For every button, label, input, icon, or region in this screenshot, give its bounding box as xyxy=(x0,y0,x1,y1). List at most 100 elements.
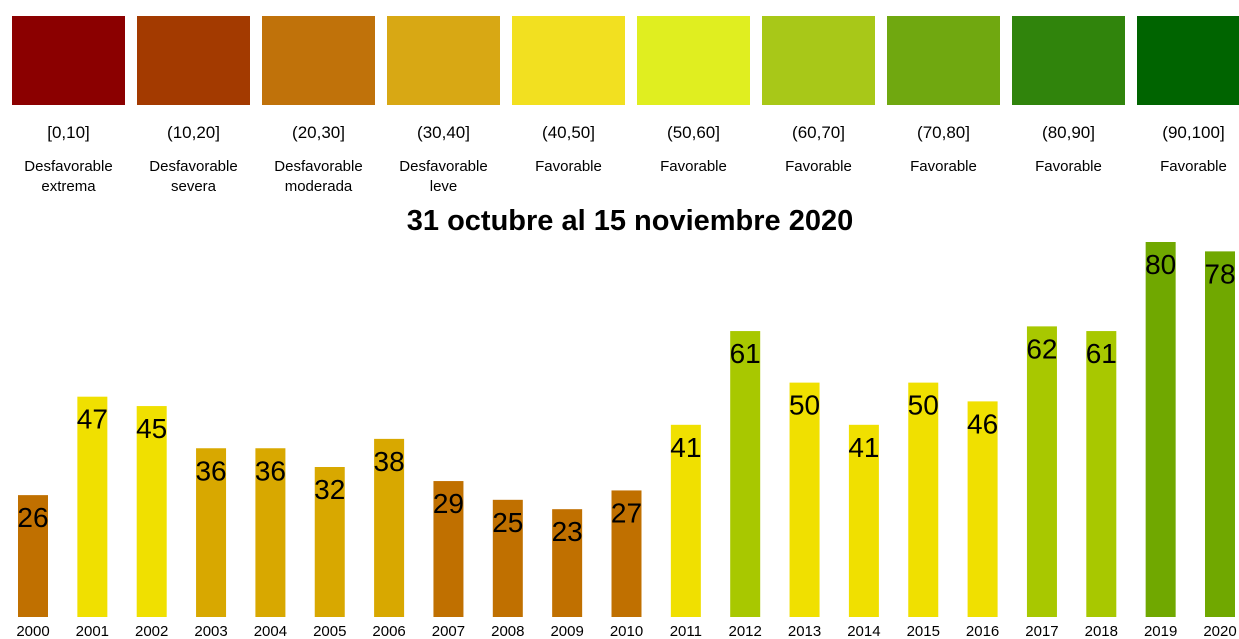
legend-range: (70,80] xyxy=(917,123,970,142)
x-tick-label: 2020 xyxy=(1203,623,1236,639)
value-label: 62 xyxy=(1026,333,1057,364)
value-label: 25 xyxy=(492,507,523,538)
x-tick-label: 2005 xyxy=(313,623,346,639)
legend-label: Desfavorable severa xyxy=(149,158,238,195)
bar xyxy=(670,424,701,617)
legend-label: Favorable xyxy=(910,158,977,175)
legend-range: (30,40] xyxy=(417,123,470,142)
legend-item: (50,60] Favorable xyxy=(637,16,750,177)
value-label: 50 xyxy=(908,390,939,421)
x-tick-label: 2010 xyxy=(610,623,643,639)
legend-swatch xyxy=(762,16,875,105)
legend-range: (60,70] xyxy=(792,123,845,142)
legend-label: Favorable xyxy=(660,158,727,175)
legend-item: (80,90] Favorable xyxy=(1012,16,1125,177)
x-tick-label: 2016 xyxy=(966,623,999,639)
value-label: 80 xyxy=(1145,249,1176,280)
value-label: 41 xyxy=(848,432,879,463)
legend-swatch xyxy=(262,16,375,105)
legend-range: (40,50] xyxy=(542,123,595,142)
value-label: 38 xyxy=(374,446,405,477)
bar xyxy=(1205,251,1235,617)
bar xyxy=(967,401,998,617)
x-tick-label: 2004 xyxy=(254,623,287,639)
value-label: 78 xyxy=(1204,258,1235,289)
value-label: 32 xyxy=(314,474,345,505)
value-label: 50 xyxy=(789,390,820,421)
value-label: 61 xyxy=(1086,338,1117,369)
x-tick-label: 2008 xyxy=(491,623,524,639)
legend-label: Favorable xyxy=(1035,158,1102,175)
bar xyxy=(611,490,642,617)
legend-item: (30,40] Desfavorable leve xyxy=(387,16,500,197)
legend: [0,10] Desfavorable extrema (10,20] Desfavo… xyxy=(0,0,1239,210)
legend-swatch xyxy=(137,16,250,105)
x-tick-label: 2012 xyxy=(729,623,762,639)
bar xyxy=(908,382,939,617)
legend-swatch xyxy=(12,16,125,105)
bar xyxy=(848,424,879,617)
value-label: 26 xyxy=(17,502,48,533)
bar xyxy=(552,509,583,617)
bar xyxy=(374,438,405,617)
legend-swatch xyxy=(637,16,750,105)
x-tick-label: 2019 xyxy=(1144,623,1177,639)
x-tick-label: 2003 xyxy=(194,623,227,639)
legend-item: [0,10] Desfavorable extrema xyxy=(12,16,125,197)
legend-swatch xyxy=(1012,16,1125,105)
x-tick-label: 2009 xyxy=(550,623,583,639)
x-tick-label: 2011 xyxy=(670,623,702,639)
legend-label: Favorable xyxy=(1160,158,1227,175)
bar xyxy=(136,406,167,617)
value-label: 36 xyxy=(195,455,226,486)
bar xyxy=(492,499,523,617)
legend-range: (90,100] xyxy=(1162,123,1225,142)
legend-label: Desfavorable extrema xyxy=(24,158,113,195)
bar xyxy=(1145,242,1176,617)
value-label: 23 xyxy=(552,516,583,547)
bar xyxy=(730,331,761,617)
x-tick-label: 2007 xyxy=(432,623,465,639)
legend-label: Desfavorable leve xyxy=(399,158,488,195)
legend-range: (50,60] xyxy=(667,123,720,142)
legend-label: Desfavorable moderada xyxy=(274,158,363,195)
legend-range: (80,90] xyxy=(1042,123,1095,142)
value-label: 46 xyxy=(967,408,998,439)
value-label: 36 xyxy=(255,455,286,486)
legend-swatch xyxy=(512,16,625,105)
legend-label: Favorable xyxy=(535,158,602,175)
value-label: 27 xyxy=(611,497,642,528)
value-label: 41 xyxy=(670,432,701,463)
bar xyxy=(433,481,464,617)
bar xyxy=(1026,326,1057,617)
legend-item: (40,50] Favorable xyxy=(512,16,625,177)
x-tick-label: 2006 xyxy=(372,623,405,639)
x-tick-label: 2000 xyxy=(16,623,49,639)
legend-item: (90,100] Favorable xyxy=(1137,16,1239,177)
bar xyxy=(789,382,820,617)
bar xyxy=(255,448,286,617)
x-tick-label: 2014 xyxy=(847,623,880,639)
value-label: 45 xyxy=(136,413,167,444)
value-label: 29 xyxy=(433,488,464,519)
x-tick-label: 2018 xyxy=(1085,623,1118,639)
legend-range: (20,30] xyxy=(292,123,345,142)
legend-swatch xyxy=(887,16,1000,105)
bar xyxy=(1086,331,1117,617)
legend-swatch xyxy=(387,16,500,105)
x-tick-label: 2015 xyxy=(907,623,940,639)
legend-item: (20,30] Desfavorable moderada xyxy=(262,16,375,197)
value-label: 61 xyxy=(730,338,761,369)
legend-range: [0,10] xyxy=(47,123,90,142)
bar xyxy=(77,396,108,617)
x-tick-label: 2013 xyxy=(788,623,821,639)
chart-title: 31 octubre al 15 noviembre 2020 xyxy=(407,205,854,237)
bar xyxy=(18,495,48,617)
legend-item: (10,20] Desfavorable severa xyxy=(137,16,250,197)
bar xyxy=(196,448,227,617)
x-tick-label: 2017 xyxy=(1025,623,1058,639)
legend-range: (10,20] xyxy=(167,123,220,142)
x-tick-label: 2002 xyxy=(135,623,168,639)
